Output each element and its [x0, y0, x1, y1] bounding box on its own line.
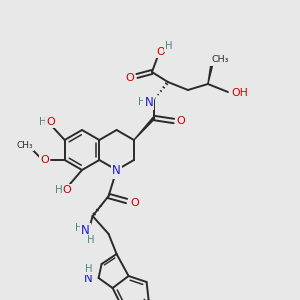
Text: H: H: [87, 235, 94, 245]
Text: N: N: [81, 224, 90, 238]
Text: N: N: [145, 95, 153, 109]
Text: H: H: [75, 223, 83, 233]
Text: N: N: [112, 164, 121, 178]
Text: CH₃: CH₃: [16, 140, 33, 149]
Text: H: H: [39, 117, 46, 127]
Polygon shape: [134, 117, 155, 140]
Text: OH: OH: [232, 88, 248, 98]
Text: H: H: [85, 264, 92, 274]
Text: H: H: [165, 41, 173, 51]
Text: N: N: [84, 272, 93, 286]
Text: O: O: [125, 73, 134, 83]
Text: O: O: [157, 47, 165, 57]
Polygon shape: [208, 64, 213, 84]
Text: O: O: [46, 117, 55, 127]
Text: O: O: [176, 116, 185, 126]
Text: H: H: [138, 97, 146, 107]
Text: O: O: [40, 155, 49, 165]
Text: CH₃: CH₃: [211, 56, 229, 64]
Text: H: H: [55, 185, 63, 195]
Text: O: O: [63, 185, 71, 195]
Text: O: O: [130, 198, 139, 208]
